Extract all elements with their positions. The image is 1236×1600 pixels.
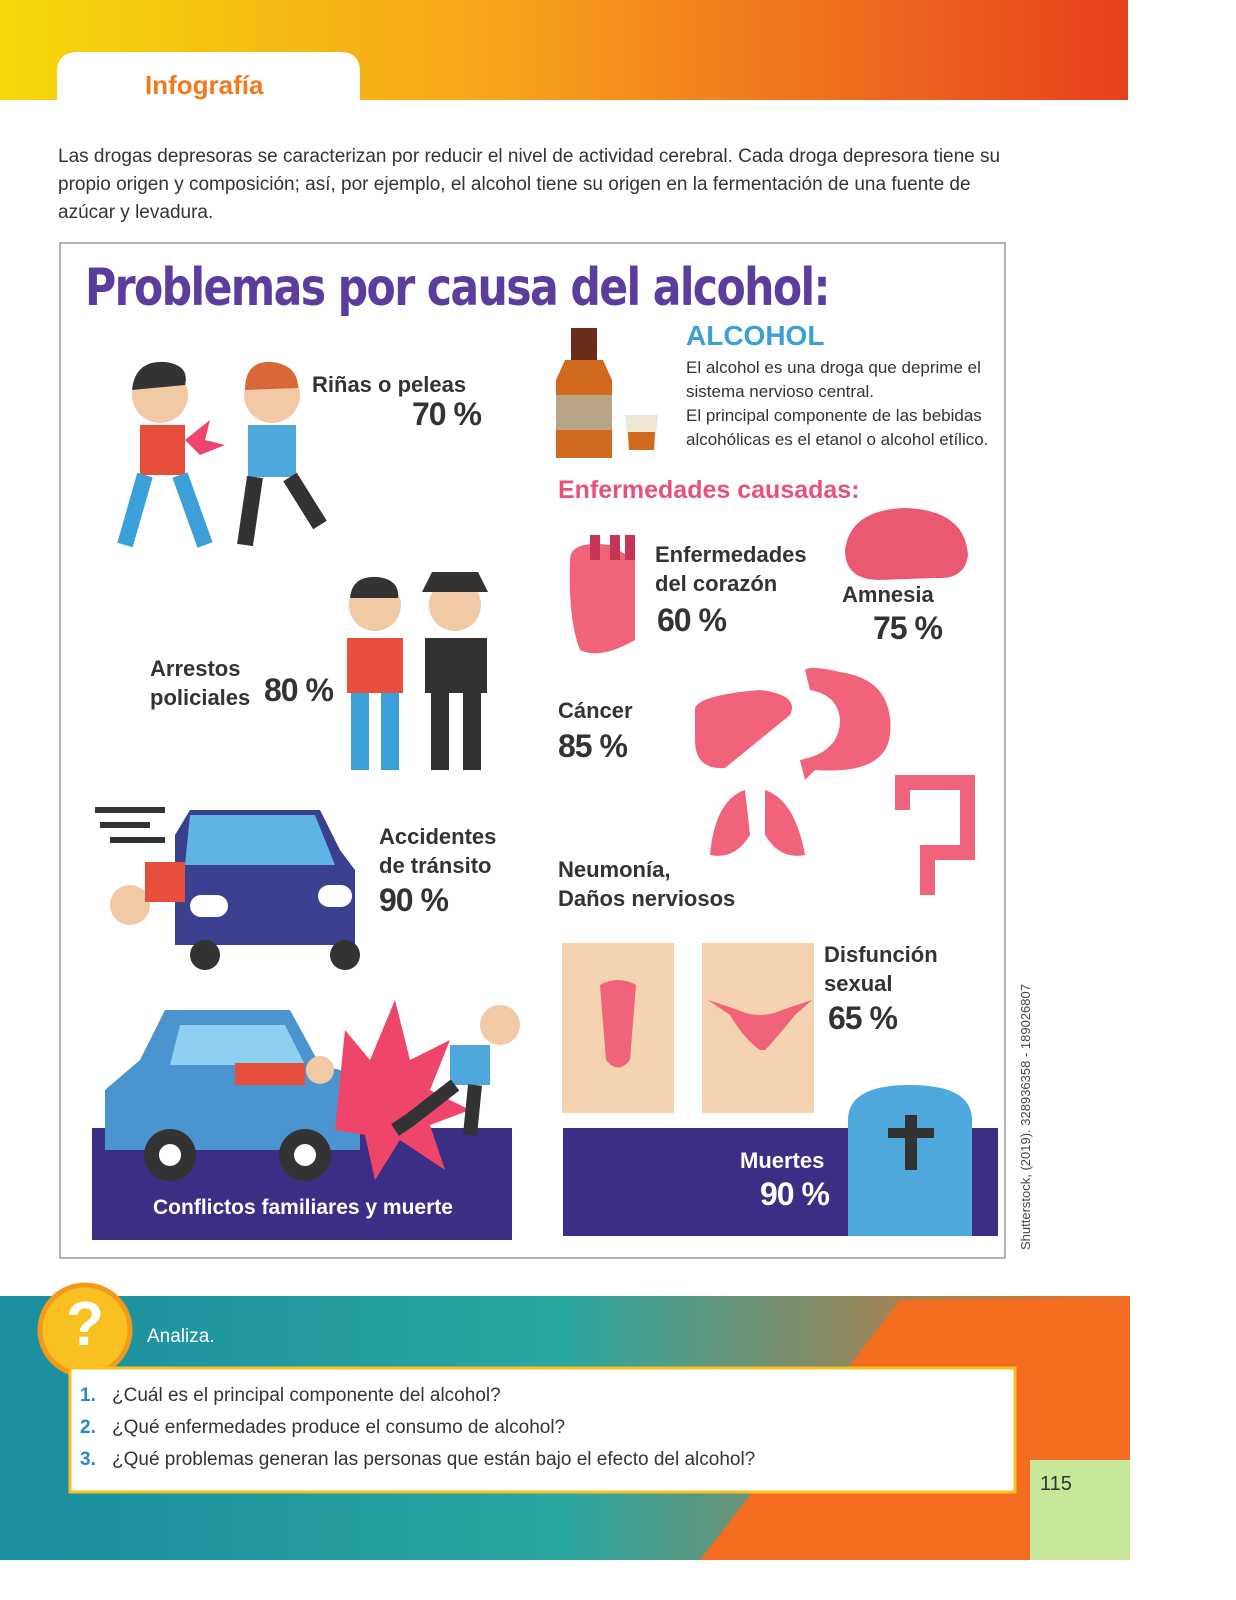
label: Neumonía, Daños nerviosos	[558, 855, 735, 913]
percentage: 85 %	[558, 728, 628, 764]
label-line: Muertes	[740, 1148, 825, 1173]
tab	[57, 52, 360, 100]
intro: Las drogas depresoras se caracterizan po…	[58, 143, 1000, 227]
question-text: ¿Cuál es el principal componente del alc…	[112, 1385, 501, 1406]
percentage: 70 %	[412, 396, 482, 432]
label-line: Accidentes	[379, 824, 497, 849]
label: Amnesia	[842, 580, 934, 609]
label: Riñas o peleas	[312, 370, 466, 399]
label-line: Daños nerviosos	[558, 886, 736, 911]
alcohol-line: alcohólicas es el etanol o alcohol etíli…	[686, 430, 989, 449]
percentage: 75 %	[873, 610, 943, 646]
intro-line: azúcar y levadura.	[58, 202, 214, 223]
alcohol-heading: ALCOHOL	[686, 320, 825, 351]
intro-line: propio origen y composición; así, por ej…	[58, 174, 971, 195]
infographic-title: Problemas por causa del alcohol:	[85, 258, 830, 318]
label-line: Enfermedades	[655, 542, 807, 567]
alcohol-line: El alcohol es una droga que deprime el	[686, 358, 981, 377]
label: Disfunción sexual	[824, 940, 938, 998]
question-number: 2.	[80, 1417, 96, 1438]
percentage: 90 %	[379, 882, 449, 918]
label-line: Conflictos familiares y muerte	[153, 1196, 453, 1219]
alcohol-line: El principal componente de las bebidas	[686, 406, 982, 425]
label-line: de tránsito	[379, 853, 492, 878]
analiza-title: Analiza.	[147, 1326, 215, 1347]
page-number-box	[1030, 1460, 1130, 1560]
label-line: Riñas o peleas	[312, 372, 467, 397]
fight-illustration	[117, 361, 327, 548]
arrest-illustration	[347, 572, 488, 770]
label: Muertes	[740, 1146, 824, 1175]
car-accident-illustration	[95, 807, 360, 970]
label-line: policiales	[150, 685, 251, 710]
label: Accidentes de tránsito	[379, 822, 496, 880]
reproductive-illustration	[562, 943, 814, 1113]
percentage: 80 %	[264, 672, 334, 708]
question-number: 3.	[80, 1449, 96, 1470]
label: Cáncer	[558, 696, 633, 725]
alcohol-text: El alcohol es una droga que deprime el si…	[686, 356, 988, 452]
bottle-illustration	[556, 328, 658, 458]
label-line: Disfunción	[824, 942, 938, 967]
alcohol-line: sistema nervioso central.	[686, 382, 875, 401]
tab-title: Infografía	[145, 70, 264, 100]
question-mark-icon: ?	[66, 1290, 104, 1359]
label: Enfermedades del corazón	[655, 540, 807, 598]
percentage: 60 %	[657, 602, 727, 638]
deaths-illustration	[563, 1085, 998, 1236]
question-text: ¿Qué enfermedades produce el consumo de …	[112, 1417, 566, 1438]
questions-box	[68, 1366, 1017, 1494]
family-conflict-illustration	[92, 1000, 520, 1240]
image-credit: Shutterstock, (2019). 328936358 - 189026…	[1018, 984, 1033, 1250]
diseases-heading: Enfermedades causadas:	[558, 476, 860, 504]
label-line: Arrestos	[150, 656, 241, 681]
label: Conflictos familiares y muerte	[153, 1193, 453, 1222]
intro-line: Las drogas depresoras se caracterizan po…	[58, 146, 1001, 167]
question-number: 1.	[80, 1385, 96, 1406]
page-number: 115	[1040, 1473, 1072, 1495]
label: Arrestos policiales	[150, 654, 250, 712]
percentage: 90 %	[760, 1176, 830, 1212]
label-line: Cáncer	[558, 698, 633, 723]
label-line: Amnesia	[842, 582, 934, 607]
percentage: 65 %	[828, 1000, 898, 1036]
label-line: Neumonía,	[558, 857, 671, 882]
question-text: ¿Qué problemas generan las personas que …	[112, 1449, 756, 1470]
label-line: del corazón	[655, 571, 778, 596]
organs-illustration	[569, 508, 975, 895]
label-line: sexual	[824, 971, 893, 996]
